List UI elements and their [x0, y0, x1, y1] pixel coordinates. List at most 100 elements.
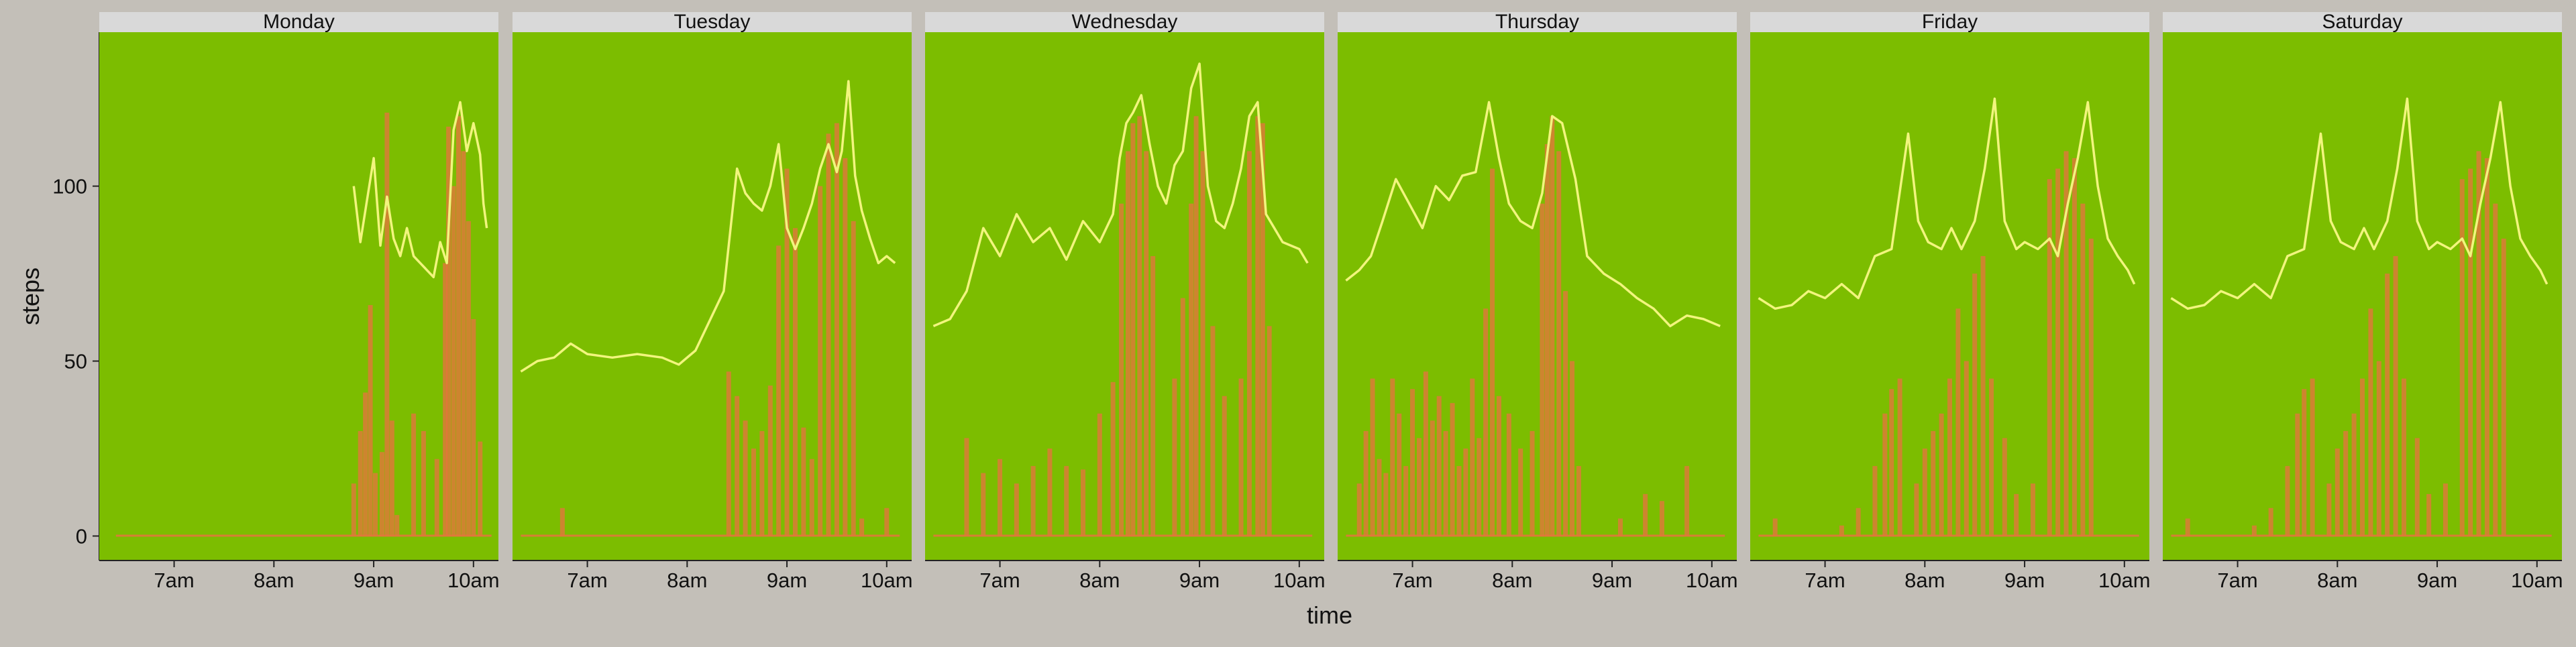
- step-bar: [2459, 179, 2465, 536]
- strip-background: [925, 12, 1324, 32]
- step-bar: [1370, 378, 1375, 536]
- step-bar: [1939, 413, 1944, 536]
- step-bar: [2385, 274, 2390, 536]
- step-bar: [1267, 326, 1272, 536]
- panel-saturday: Saturday 7am 8am 9am 10am: [2163, 11, 2563, 592]
- step-bar: [1490, 168, 1495, 536]
- step-bar: [1260, 123, 1265, 536]
- step-bar: [389, 420, 394, 536]
- step-bar: [964, 438, 969, 536]
- x-tick-label: 10am: [1686, 569, 1738, 592]
- step-bar: [1200, 151, 1205, 536]
- strip-label: Friday: [1922, 11, 1978, 33]
- step-bar: [1529, 430, 1535, 536]
- step-bar: [2426, 493, 2432, 536]
- step-bar: [2414, 438, 2420, 536]
- step-bar: [2476, 151, 2481, 536]
- step-bar: [726, 371, 731, 536]
- step-bar: [471, 318, 476, 536]
- step-bar: [1570, 361, 1575, 536]
- step-bar: [1882, 413, 1888, 536]
- step-bar: [1470, 378, 1475, 536]
- step-bar: [2185, 518, 2190, 536]
- step-bar: [1955, 308, 1961, 536]
- step-bar: [1684, 466, 1690, 536]
- step-bar: [2285, 466, 2290, 536]
- step-bar: [1137, 116, 1142, 536]
- step-bar: [443, 263, 448, 536]
- step-bar: [1390, 378, 1395, 536]
- step-bar: [1014, 483, 1019, 536]
- step-bar: [1518, 449, 1523, 536]
- step-bar: [434, 459, 439, 536]
- step-bar: [1436, 396, 1442, 536]
- step-bar: [1238, 378, 1244, 536]
- x-tick-label: 8am: [1904, 569, 1945, 592]
- step-bar: [1377, 459, 1382, 536]
- step-bar: [2468, 168, 2473, 536]
- y-tick-label: 100: [52, 175, 87, 198]
- x-tick-label: 8am: [667, 569, 707, 592]
- step-bar: [1255, 116, 1260, 536]
- x-tick-label: 7am: [154, 569, 194, 592]
- step-bar: [2376, 361, 2381, 536]
- step-bar: [1931, 430, 1936, 536]
- step-bar: [421, 430, 426, 536]
- step-bar: [1222, 396, 1227, 536]
- step-bar: [1872, 466, 1878, 536]
- step-bar: [1576, 466, 1581, 536]
- zero-bar-baseline: [1346, 534, 1725, 537]
- step-bar: [351, 483, 356, 536]
- step-bar: [981, 473, 986, 536]
- step-bar: [451, 186, 456, 536]
- step-bar: [2072, 158, 2077, 536]
- step-bar: [2268, 508, 2273, 536]
- step-bar: [446, 126, 451, 536]
- step-bar: [1397, 413, 1402, 536]
- strip-background: [1338, 12, 1737, 32]
- step-bar: [2351, 413, 2357, 536]
- zero-bar-baseline: [115, 534, 492, 537]
- step-line: [932, 62, 1309, 328]
- step-bar: [2055, 168, 2061, 536]
- step-bar: [2310, 378, 2315, 536]
- step-bar: [1463, 449, 1468, 536]
- step-bar: [1922, 449, 1927, 536]
- x-tick-label: 9am: [2417, 569, 2457, 592]
- step-bar: [1410, 389, 1415, 536]
- x-tick-label: 9am: [2004, 569, 2045, 592]
- step-bar: [1030, 466, 1036, 536]
- step-bar: [1556, 151, 1562, 536]
- step-bar: [792, 228, 798, 536]
- step-bar: [456, 116, 461, 536]
- step-bar: [1383, 473, 1389, 536]
- step-bar: [2295, 413, 2300, 536]
- step-bar: [735, 396, 740, 536]
- step-bar: [1540, 203, 1545, 536]
- y-tick-label: 0: [76, 524, 87, 548]
- x-tick-label: 10am: [861, 569, 913, 592]
- step-bar: [2030, 483, 2035, 536]
- y-tick-label: 50: [64, 350, 87, 373]
- step-bar: [1839, 525, 1844, 536]
- step-bar: [776, 245, 782, 536]
- step-bar: [1144, 151, 1149, 536]
- x-tick-label: 8am: [254, 569, 294, 592]
- step-bar: [478, 441, 483, 536]
- step-bar: [1416, 438, 1421, 536]
- step-bar: [759, 430, 765, 536]
- x-tick-label: 10am: [2098, 569, 2151, 592]
- step-bar: [1443, 430, 1448, 536]
- strip-background: [513, 12, 912, 32]
- step-bar: [1130, 123, 1136, 536]
- step-bar: [1246, 151, 1252, 536]
- step-bar: [1119, 203, 1124, 536]
- step-bar: [1356, 483, 1362, 536]
- step-line: [1345, 101, 1721, 328]
- step-bar: [2493, 203, 2498, 536]
- step-bar: [851, 221, 856, 536]
- x-tick-label: 10am: [447, 569, 500, 592]
- step-bar: [1456, 466, 1462, 536]
- step-bar: [373, 473, 378, 536]
- step-bar: [998, 459, 1003, 536]
